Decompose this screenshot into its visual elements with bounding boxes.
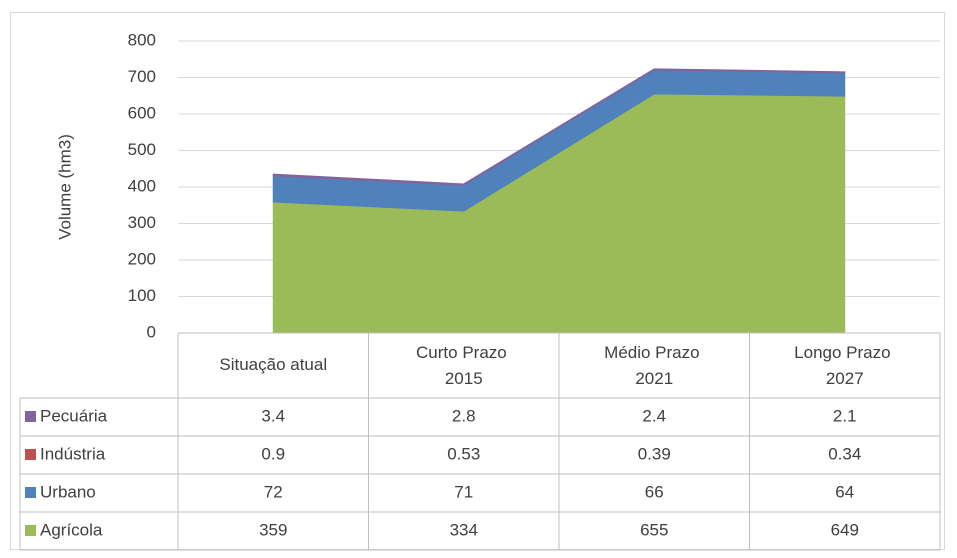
legend-swatch: [25, 487, 36, 498]
y-tick-label: 500: [128, 140, 156, 159]
x-tick-label: Longo Prazo 2027: [794, 343, 895, 388]
value-label: 0.53: [447, 444, 480, 463]
label-line: 2021: [635, 369, 673, 388]
legend-swatch: [25, 411, 36, 422]
y-tick-label: 100: [128, 286, 156, 305]
y-axis-label: Volume (hm3): [55, 134, 74, 240]
legend-label: Indústria: [40, 444, 106, 463]
y-tick-label: 0: [147, 322, 156, 341]
label-line: 2015: [445, 369, 483, 388]
y-tick-label: 600: [128, 103, 156, 122]
legend-swatch: [25, 449, 36, 460]
value-label: 2.4: [642, 406, 666, 425]
y-tick-label: 700: [128, 67, 156, 86]
label-line: Médio Prazo: [604, 343, 704, 362]
x-tick-label: Médio Prazo 2021: [604, 343, 704, 388]
value-label: 71: [454, 482, 473, 501]
label-line: Situação atual: [219, 355, 327, 374]
y-tick-label: 300: [128, 213, 156, 232]
x-tick-label: Curto Prazo 2015: [416, 343, 511, 388]
value-label: 655: [640, 520, 668, 539]
value-label: 334: [450, 520, 478, 539]
value-label: 72: [264, 482, 283, 501]
value-label: 0.34: [828, 444, 861, 463]
label-line: Curto Prazo: [416, 343, 511, 362]
legend-label: Pecuária: [40, 406, 108, 425]
value-label: 2.8: [452, 406, 476, 425]
y-tick-label: 400: [128, 176, 156, 195]
value-label: 66: [645, 482, 664, 501]
legend-label: Urbano: [40, 482, 96, 501]
value-label: 359: [259, 520, 287, 539]
y-tick-label: 200: [128, 249, 156, 268]
label-line: 2027: [826, 369, 864, 388]
area: [272, 68, 846, 186]
value-label: 2.1: [833, 406, 857, 425]
legend-label: Agrícola: [40, 520, 103, 539]
value-label: 0.39: [638, 444, 671, 463]
legend-swatch: [25, 525, 36, 536]
y-tick-label: 800: [128, 30, 156, 49]
value-label: 0.9: [261, 444, 285, 463]
label-line: Longo Prazo: [794, 343, 895, 362]
value-label: 3.4: [261, 406, 285, 425]
value-label: 64: [835, 482, 854, 501]
x-tick-label: Situação atual: [219, 355, 327, 374]
value-label: 649: [831, 520, 859, 539]
